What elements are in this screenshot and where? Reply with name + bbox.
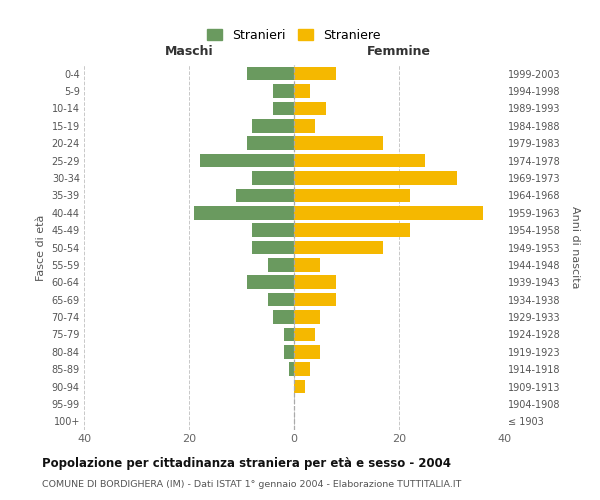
- Bar: [294, 224, 409, 237]
- Y-axis label: Fasce di età: Fasce di età: [36, 214, 46, 280]
- Bar: [294, 102, 325, 115]
- Bar: [268, 293, 294, 306]
- Bar: [294, 84, 310, 98]
- Bar: [294, 154, 425, 168]
- Bar: [247, 276, 294, 289]
- Bar: [194, 206, 294, 220]
- Bar: [294, 380, 305, 394]
- Bar: [294, 293, 336, 306]
- Bar: [294, 310, 320, 324]
- Bar: [284, 345, 294, 358]
- Bar: [294, 328, 315, 341]
- Text: Popolazione per cittadinanza straniera per età e sesso - 2004: Popolazione per cittadinanza straniera p…: [42, 458, 451, 470]
- Bar: [284, 328, 294, 341]
- Bar: [236, 188, 294, 202]
- Bar: [199, 154, 294, 168]
- Bar: [294, 136, 383, 150]
- Bar: [273, 310, 294, 324]
- Bar: [247, 67, 294, 80]
- Legend: Stranieri, Straniere: Stranieri, Straniere: [202, 24, 386, 47]
- Bar: [294, 276, 336, 289]
- Bar: [247, 136, 294, 150]
- Bar: [294, 206, 483, 220]
- Text: COMUNE DI BORDIGHERA (IM) - Dati ISTAT 1° gennaio 2004 - Elaborazione TUTTITALIA: COMUNE DI BORDIGHERA (IM) - Dati ISTAT 1…: [42, 480, 461, 489]
- Bar: [294, 119, 315, 132]
- Bar: [294, 67, 336, 80]
- Bar: [273, 102, 294, 115]
- Bar: [252, 224, 294, 237]
- Bar: [294, 171, 457, 185]
- Text: Maschi: Maschi: [164, 44, 214, 58]
- Bar: [252, 171, 294, 185]
- Bar: [252, 240, 294, 254]
- Y-axis label: Anni di nascita: Anni di nascita: [571, 206, 580, 289]
- Bar: [294, 188, 409, 202]
- Bar: [273, 84, 294, 98]
- Text: Femmine: Femmine: [367, 44, 431, 58]
- Bar: [252, 119, 294, 132]
- Bar: [294, 362, 310, 376]
- Bar: [294, 258, 320, 272]
- Bar: [294, 240, 383, 254]
- Bar: [289, 362, 294, 376]
- Bar: [294, 345, 320, 358]
- Bar: [268, 258, 294, 272]
